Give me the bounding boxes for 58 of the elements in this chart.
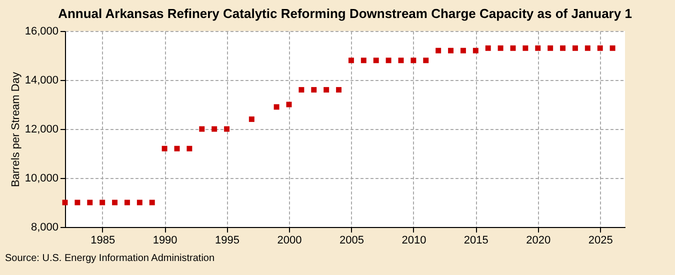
x-tick-label: 1990 (152, 234, 178, 246)
x-tick-label: 2010 (402, 234, 426, 246)
x-tick-label: 2000 (277, 234, 302, 246)
point (324, 87, 330, 93)
point (212, 126, 218, 132)
point (498, 45, 504, 51)
point (410, 58, 416, 64)
point (572, 45, 578, 51)
point (74, 200, 80, 206)
x-tick-label: 2020 (526, 234, 551, 246)
y-axis-title: Barrels per Stream Day (10, 72, 22, 187)
point (87, 200, 93, 206)
x-tick-label: 2025 (588, 234, 613, 246)
point (311, 87, 317, 93)
point (224, 126, 230, 132)
point (548, 45, 554, 51)
point (398, 58, 404, 64)
point (610, 45, 616, 51)
point (535, 45, 541, 51)
point (360, 58, 366, 64)
point (472, 48, 478, 54)
point (436, 48, 442, 54)
point (124, 200, 130, 206)
point (100, 200, 106, 206)
point (522, 45, 528, 51)
y-tick-label: 8,000 (30, 222, 58, 234)
point (584, 45, 590, 51)
point (298, 87, 304, 93)
point (373, 58, 379, 64)
y-tick-label: 12,000 (24, 124, 58, 136)
source-note: Source: U.S. Energy Information Administration (5, 253, 215, 264)
point (336, 87, 342, 93)
x-tick-label: 2015 (464, 234, 488, 246)
y-tick-label: 14,000 (24, 74, 58, 86)
point (597, 45, 603, 51)
point (112, 200, 118, 206)
point (348, 58, 354, 64)
point (174, 146, 180, 152)
point (423, 58, 429, 64)
y-tick-label: 10,000 (24, 172, 58, 184)
point (510, 45, 516, 51)
x-tick-label: 1995 (215, 234, 240, 246)
point (448, 48, 454, 54)
point (186, 146, 192, 152)
point (386, 58, 392, 64)
y-tick-label: 16,000 (24, 26, 58, 38)
point (248, 116, 254, 122)
point (149, 200, 155, 206)
point (162, 146, 168, 152)
chart-title: Annual Arkansas Refinery Catalytic Reforming Downstream Charge Capacity as of January 1 (58, 6, 632, 21)
point (136, 200, 142, 206)
x-tick-label: 1985 (90, 234, 116, 246)
point (199, 126, 205, 132)
point (460, 48, 466, 54)
x-tick-label: 2005 (339, 234, 364, 246)
point (485, 45, 491, 51)
point (560, 45, 566, 51)
point (274, 104, 280, 110)
